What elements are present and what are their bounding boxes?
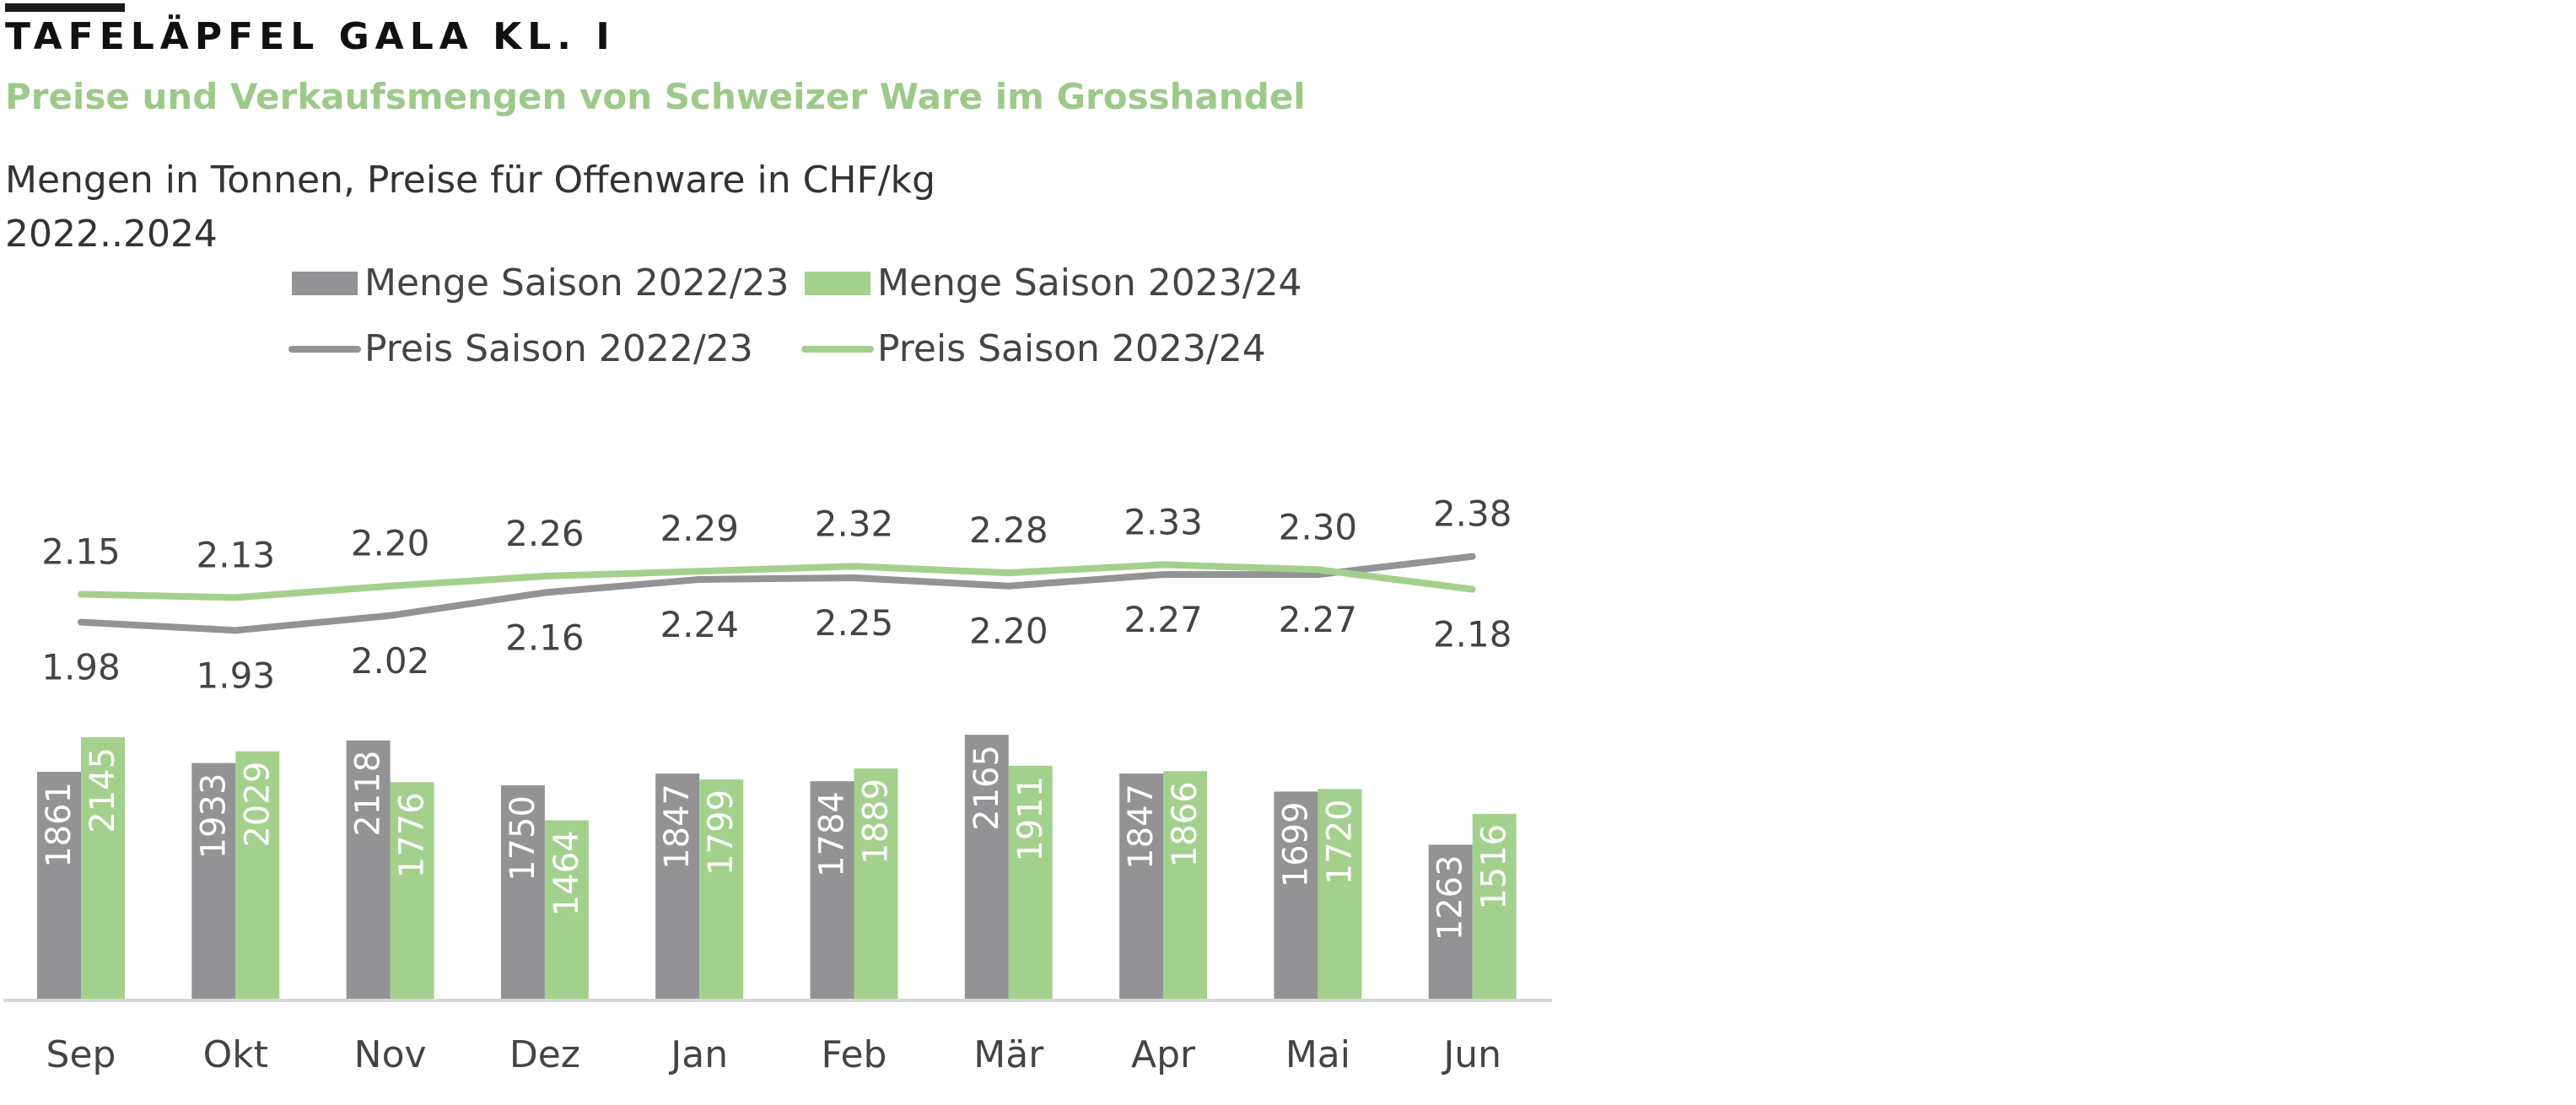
price-label-2023-sep: 2.15 bbox=[41, 531, 121, 572]
x-tick-mai: Mai bbox=[1285, 1033, 1350, 1076]
price-label-2022-okt: 1.93 bbox=[197, 655, 276, 696]
price-label-2022-apr: 2.27 bbox=[1124, 599, 1203, 640]
bar-menge-2022-jan bbox=[655, 774, 700, 999]
price-label-2023-mar: 2.28 bbox=[969, 509, 1048, 551]
bar-label-menge-2023-sep: 2145 bbox=[84, 747, 122, 833]
bar-menge-2022-okt bbox=[191, 763, 236, 999]
bar-label-menge-2023-jan: 1799 bbox=[702, 790, 741, 876]
chart-title: TAFELÄPFEL GALA KL. I bbox=[5, 15, 616, 58]
price-label-2022-jan: 2.24 bbox=[660, 604, 739, 645]
line-preis-2022 bbox=[78, 552, 1476, 634]
bar-menge-2023-mai bbox=[1318, 789, 1362, 999]
x-tick-okt: Okt bbox=[203, 1033, 268, 1076]
bar-menge-2023-okt bbox=[235, 751, 280, 999]
price-label-2022-mai: 2.27 bbox=[1279, 599, 1358, 640]
bar-label-menge-2023-nov: 1776 bbox=[393, 792, 432, 878]
price-label-2022-mar: 2.20 bbox=[969, 611, 1048, 652]
bar-label-menge-2022-nov: 2118 bbox=[349, 751, 388, 837]
price-label-2023-apr: 2.33 bbox=[1124, 501, 1203, 542]
price-label-2022-nov: 2.02 bbox=[351, 640, 430, 682]
bar-label-menge-2023-mar: 1911 bbox=[1011, 776, 1050, 862]
price-label-2023-jun: 2.18 bbox=[1433, 614, 1512, 655]
bar-label-menge-2022-feb: 1784 bbox=[813, 791, 852, 877]
price-label-2023-mai: 2.30 bbox=[1279, 506, 1358, 547]
units-note: Mengen in Tonnen, Preise für Offenware i… bbox=[5, 159, 936, 202]
bar-label-menge-2022-mar: 2165 bbox=[967, 745, 1006, 831]
legend-label-menge-2022: Menge Saison 2022/23 bbox=[364, 261, 790, 305]
bar-menge-2023-jan bbox=[699, 779, 744, 999]
x-tick-jan: Jan bbox=[668, 1033, 728, 1076]
price-label-2023-jan: 2.29 bbox=[660, 508, 739, 549]
price-label-2022-feb: 2.25 bbox=[815, 602, 894, 644]
bar-menge-2023-dez bbox=[544, 820, 589, 999]
bar-menge-2022-mar bbox=[964, 735, 1009, 999]
period-note: 2022..2024 bbox=[5, 213, 218, 256]
bar-menge-2022-sep bbox=[37, 772, 81, 999]
bar-label-menge-2022-jun: 1263 bbox=[1431, 854, 1470, 941]
bar-menge-2023-sep bbox=[81, 736, 125, 999]
price-label-2023-feb: 2.32 bbox=[815, 503, 894, 544]
bar-menge-2023-jun bbox=[1472, 813, 1517, 999]
line-preis-2023 bbox=[78, 561, 1476, 601]
legend-swatch-menge-2022 bbox=[292, 272, 358, 295]
bar-label-menge-2023-okt: 2029 bbox=[238, 762, 277, 848]
x-tick-jun: Jun bbox=[1441, 1033, 1501, 1076]
bar-menge-2023-apr bbox=[1163, 771, 1208, 999]
bar-label-menge-2022-apr: 1847 bbox=[1122, 784, 1161, 870]
chart-subtitle: Preise und Verkaufsmengen von Schweizer … bbox=[5, 76, 1306, 117]
price-label-2023-okt: 2.13 bbox=[197, 534, 276, 575]
bar-label-menge-2023-feb: 1889 bbox=[857, 779, 896, 865]
bar-menge-2023-nov bbox=[390, 782, 434, 999]
price-label-2022-sep: 1.98 bbox=[41, 647, 121, 688]
bar-label-menge-2022-okt: 1933 bbox=[194, 774, 233, 860]
bar-label-menge-2023-apr: 1866 bbox=[1166, 781, 1204, 867]
legend-label-menge-2023: Menge Saison 2023/24 bbox=[877, 261, 1302, 305]
price-label-2022-dez: 2.16 bbox=[505, 617, 585, 659]
x-tick-dez: Dez bbox=[509, 1033, 580, 1076]
x-tick-nov: Nov bbox=[354, 1033, 427, 1076]
legend-label-preis-2023: Preis Saison 2023/24 bbox=[877, 327, 1266, 370]
legend: Menge Saison 2022/23 Menge Saison 2023/2… bbox=[288, 261, 1302, 370]
bar-label-menge-2022-jan: 1847 bbox=[658, 784, 697, 870]
bar-menge-2022-nov bbox=[346, 740, 391, 999]
bar-menge-2022-mai bbox=[1274, 791, 1318, 999]
bar-menge-2023-mar bbox=[1008, 765, 1053, 999]
bar-label-menge-2022-dez: 1750 bbox=[504, 795, 542, 881]
price-label-2023-dez: 2.26 bbox=[505, 513, 585, 554]
price-label-2022-jun: 2.38 bbox=[1433, 493, 1512, 535]
bar-label-menge-2023-jun: 1516 bbox=[1475, 824, 1514, 910]
price-label-2023-nov: 2.20 bbox=[351, 523, 430, 564]
x-tick-feb: Feb bbox=[822, 1033, 887, 1076]
legend-swatch-menge-2023 bbox=[805, 272, 870, 295]
legend-label-preis-2022: Preis Saison 2022/23 bbox=[364, 327, 753, 370]
bar-label-menge-2022-mai: 1699 bbox=[1276, 801, 1315, 887]
x-tick-sep: Sep bbox=[46, 1033, 116, 1076]
bar-label-menge-2023-mai: 1720 bbox=[1320, 799, 1359, 885]
bar-label-menge-2022-sep: 1861 bbox=[40, 782, 78, 868]
bar-menge-2022-feb bbox=[810, 781, 854, 999]
x-axis-labels: Sep Okt Nov Dez Jan Feb Mär Apr Mai Jun bbox=[46, 1033, 1502, 1076]
x-tick-mar: Mär bbox=[973, 1033, 1044, 1076]
bar-menge-2022-jun bbox=[1428, 844, 1473, 999]
x-tick-apr: Apr bbox=[1131, 1033, 1196, 1076]
bar-menge-2023-feb bbox=[854, 768, 898, 999]
bar-menge-2022-dez bbox=[500, 785, 545, 999]
bar-menge-2022-apr bbox=[1119, 774, 1164, 999]
title-accent-bar bbox=[5, 3, 125, 12]
bar-label-menge-2023-dez: 1464 bbox=[547, 830, 586, 916]
price-lines-group: 1.98 2.15 1.93 2.13 2.02 2.20 2.16 2.26 2.24 2.29… bbox=[41, 493, 1512, 697]
